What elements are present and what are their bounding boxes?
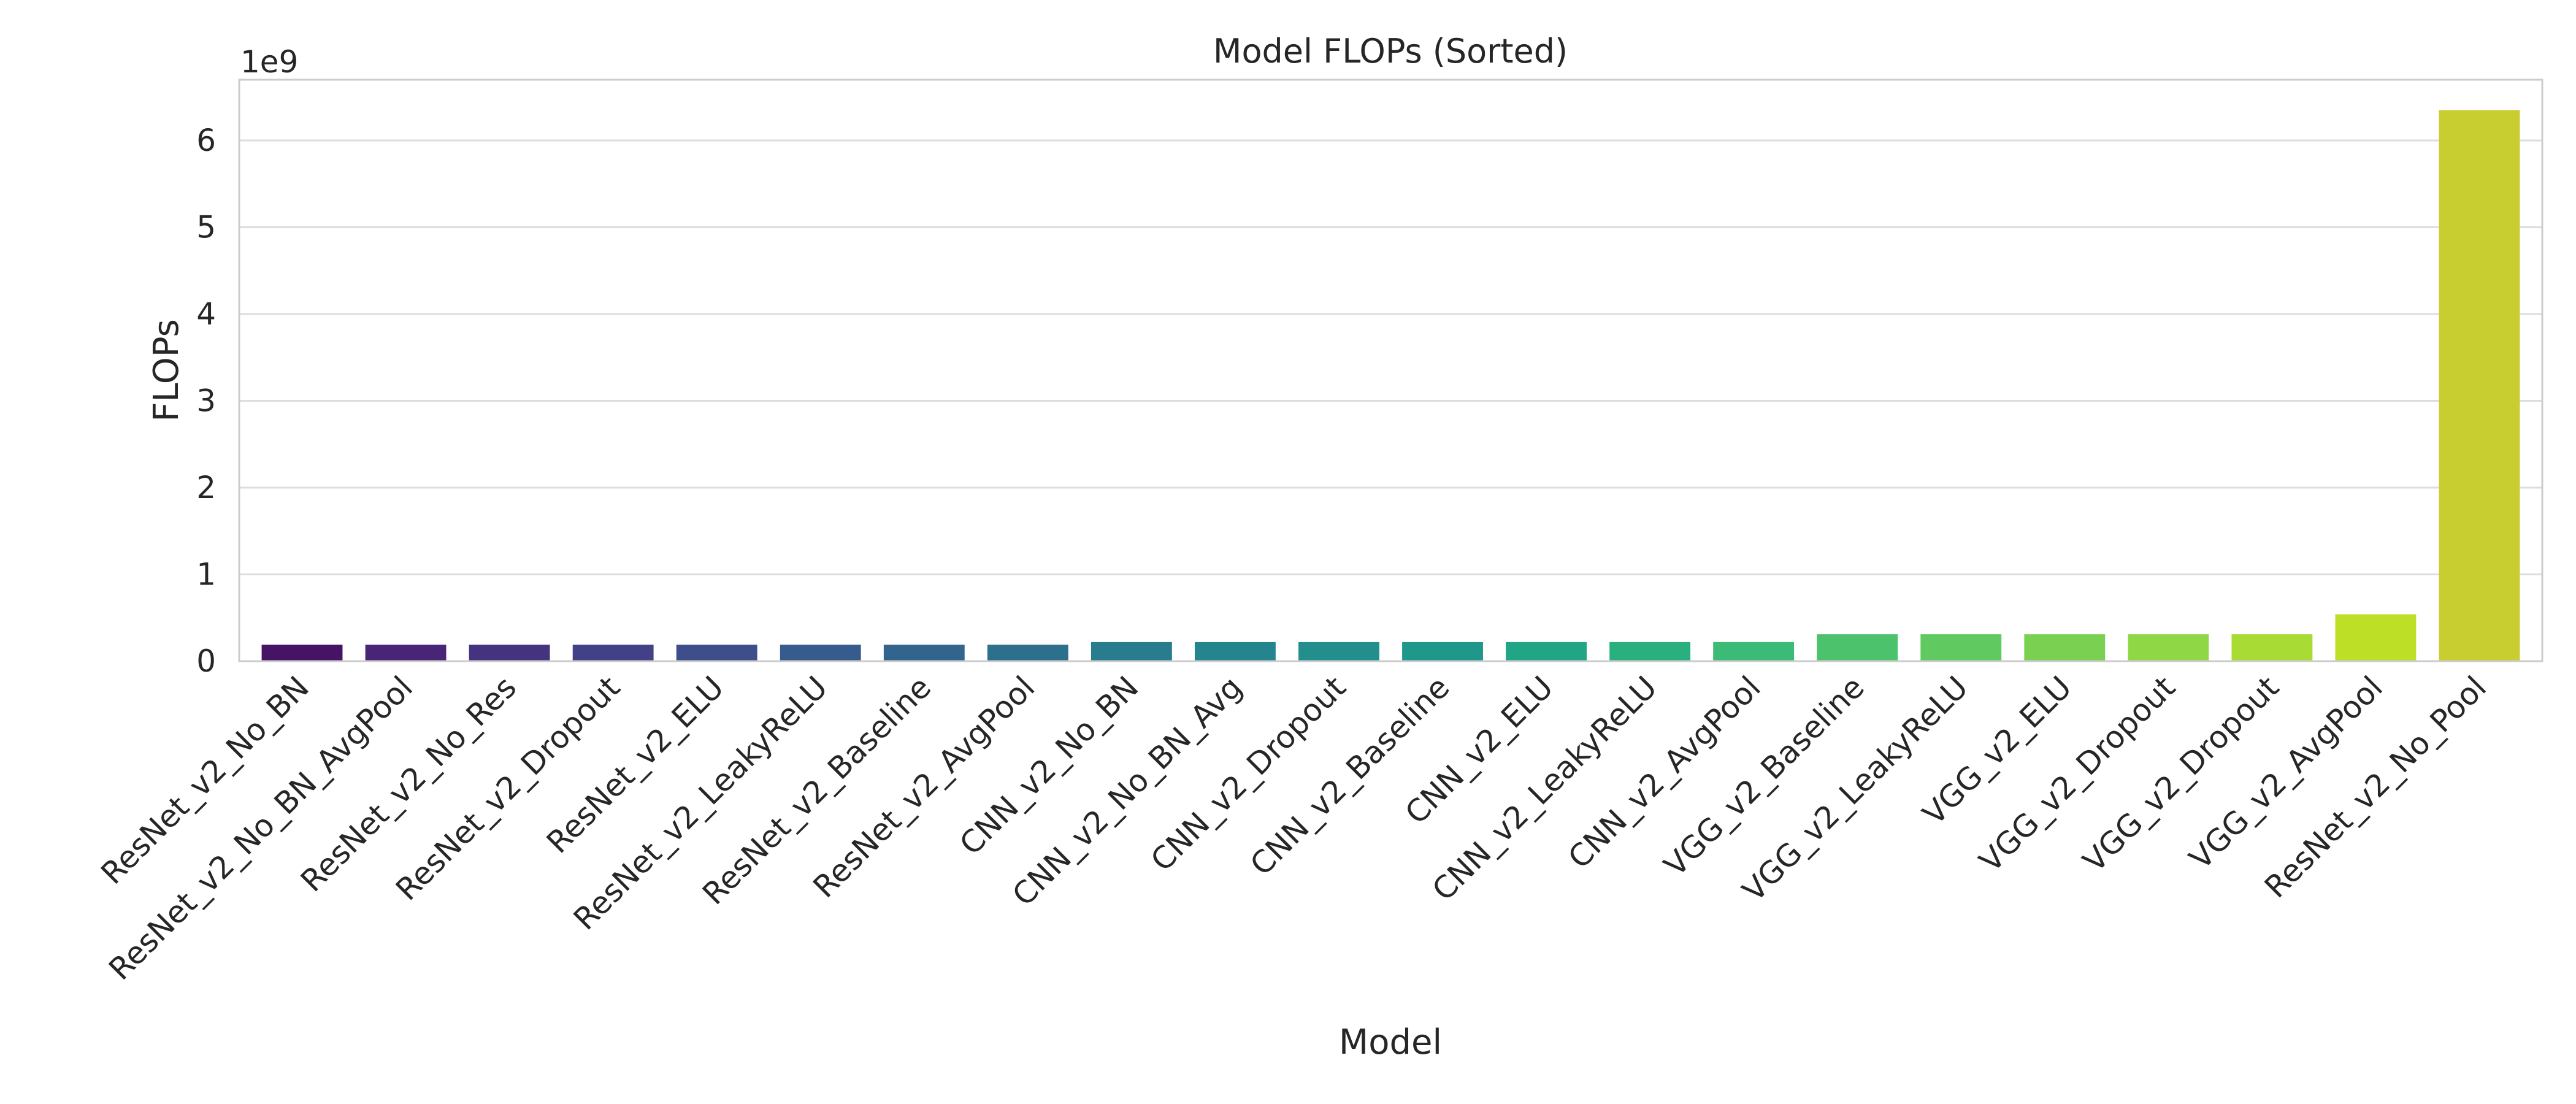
bar (1713, 642, 1795, 661)
bar (572, 645, 654, 661)
gridlines (239, 139, 2542, 662)
x-tick-label: CNN_v2_Dropout (1144, 669, 1352, 878)
bar (2439, 110, 2520, 661)
bar (1817, 634, 1898, 661)
bar (1402, 642, 1483, 661)
x-tick-labels: ResNet_v2_No_BNResNet_v2_No_BN_AvgPoolRe… (94, 669, 2493, 987)
y-tick-label: 4 (196, 296, 216, 332)
x-tick-label: VGG_v2_AvgPool (2183, 669, 2390, 876)
y-tick-label: 1 (196, 557, 216, 592)
bar (2024, 634, 2106, 661)
bar (1195, 642, 1276, 661)
y-tick-label: 6 (196, 123, 216, 158)
bar (1298, 642, 1379, 661)
y-tick-label: 2 (196, 470, 216, 505)
plot-frame (238, 79, 2543, 662)
x-tick-label: ResNet_v2_ELU (540, 669, 730, 860)
bar (2335, 614, 2417, 661)
y-tick-label: 5 (196, 210, 216, 245)
x-tick-label: VGG_v2_Baseline (1657, 669, 1871, 883)
bar (1920, 634, 2002, 661)
bar (469, 645, 550, 661)
bar (780, 645, 861, 661)
y-offset-label: 1e9 (240, 44, 298, 80)
bar (1609, 642, 1691, 661)
bar (2231, 634, 2313, 661)
bar (883, 645, 965, 661)
chart-title: Model FLOPs (Sorted) (1213, 32, 1568, 71)
x-tick-label: CNN_v2_Baseline (1243, 669, 1456, 882)
x-tick-label: ResNet_v2_No_BN (94, 669, 316, 891)
x-tick-label: VGG_v2_Dropout (2076, 669, 2286, 879)
bar (676, 645, 757, 661)
bar (261, 645, 343, 661)
y-axis-label: FLOPs (147, 319, 186, 421)
bar (1506, 642, 1587, 661)
y-tick-labels: 0 1 2 3 4 5 6 (196, 123, 216, 679)
y-tick-label: 0 (196, 643, 216, 679)
bar (365, 645, 447, 661)
y-tick-label: 3 (196, 383, 216, 419)
bar (987, 645, 1068, 661)
x-axis-label: Model (1339, 1022, 1442, 1062)
x-tick-label: CNN_v2_No_BN (953, 669, 1146, 862)
bar (1091, 642, 1172, 661)
x-tick-label: VGG_v2_Dropout (1972, 669, 2182, 879)
x-tick-label: CNN_v2_AvgPool (1562, 669, 1768, 875)
bar (2128, 634, 2209, 661)
bars (261, 110, 2520, 661)
